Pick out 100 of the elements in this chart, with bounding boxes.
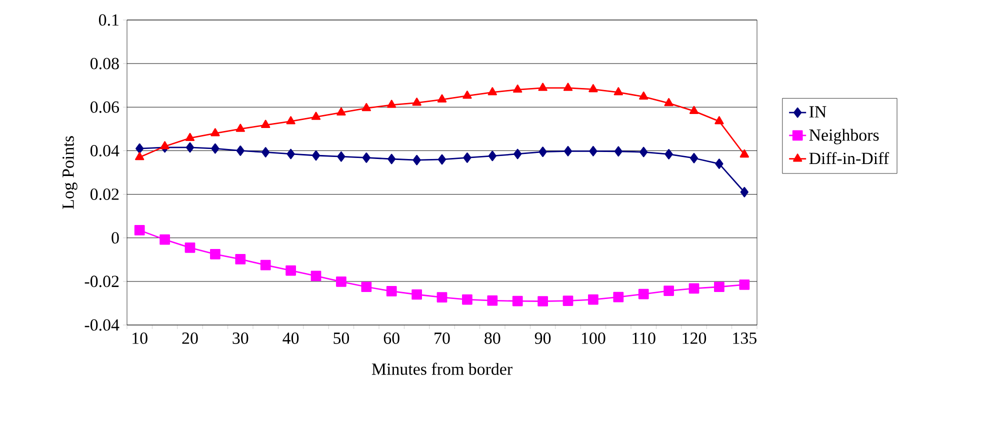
point: [463, 152, 472, 163]
point: [513, 84, 522, 93]
point: [538, 146, 547, 157]
point: [310, 270, 322, 282]
point: [462, 90, 472, 99]
point: [336, 276, 346, 287]
x-tick-label: 110: [632, 332, 656, 344]
point: [563, 82, 573, 91]
point: [588, 84, 598, 92]
point: [664, 149, 673, 160]
point: [412, 154, 421, 166]
point: [236, 124, 245, 132]
point: [715, 158, 724, 169]
x-tick-label: 20: [182, 332, 198, 344]
point: [160, 141, 170, 150]
point: [262, 147, 270, 158]
point: [538, 82, 548, 91]
point: [412, 289, 422, 300]
point: [588, 294, 598, 305]
point: [261, 120, 270, 128]
point: [361, 282, 372, 292]
point: [514, 148, 522, 160]
point: [664, 98, 674, 106]
point: [388, 154, 396, 164]
point: [336, 107, 346, 116]
point: [689, 106, 699, 114]
point: [362, 152, 370, 163]
y-tick-label: 0: [112, 232, 119, 244]
legend-label: IN: [809, 106, 826, 118]
point: [564, 146, 572, 156]
point: [387, 100, 396, 108]
point: [613, 292, 624, 302]
point: [690, 152, 698, 164]
point: [640, 146, 648, 158]
point: [210, 249, 220, 260]
point: [337, 151, 346, 162]
point: [386, 286, 397, 296]
point: [688, 283, 700, 294]
point: [412, 98, 422, 106]
point: [562, 296, 574, 306]
point: [286, 265, 296, 276]
y-tick-label: 0.04: [90, 144, 120, 156]
y-tick-label: 0.02: [90, 188, 119, 200]
point: [614, 87, 623, 96]
point: [286, 148, 295, 160]
point: [135, 152, 144, 160]
point: [438, 154, 446, 165]
x-tick-label: 135: [733, 332, 756, 344]
y-tick-label: 0.06: [90, 101, 119, 113]
x-tick-label: 50: [334, 332, 350, 344]
point: [664, 286, 674, 296]
point: [638, 288, 649, 300]
point: [714, 116, 724, 124]
point: [184, 242, 196, 253]
point: [488, 87, 497, 96]
point: [185, 132, 195, 142]
point: [740, 186, 748, 198]
y-tick-label: -0.02: [84, 276, 119, 288]
point: [362, 103, 371, 112]
y-tick-label: 0.1: [98, 14, 118, 26]
point: [739, 280, 750, 290]
point: [436, 292, 448, 303]
y-tick-label: 0.08: [90, 58, 119, 70]
point: [589, 146, 598, 156]
point: [437, 94, 447, 102]
point: [211, 143, 220, 154]
point: [136, 143, 144, 154]
x-tick-label: 60: [384, 332, 400, 344]
x-tick-label: 30: [232, 332, 248, 344]
point: [462, 294, 472, 305]
point: [538, 296, 548, 306]
point: [312, 150, 320, 161]
point: [260, 260, 271, 270]
y-tick-label: -0.04: [84, 319, 120, 331]
x-tick-label: 40: [282, 332, 299, 344]
point: [512, 296, 523, 306]
x-tick-label: 80: [484, 332, 500, 344]
point: [639, 92, 648, 100]
point: [134, 225, 145, 236]
point: [186, 142, 194, 153]
legend-label: Diff-in-Diff: [809, 152, 890, 164]
point: [235, 254, 246, 264]
point: [488, 150, 496, 162]
point: [487, 295, 498, 306]
x-tick-label: 10: [132, 332, 148, 344]
x-tick-label: 100: [582, 332, 606, 344]
point: [740, 149, 749, 158]
point: [210, 128, 220, 136]
point: [614, 146, 622, 157]
x-tick-label: 90: [534, 332, 551, 344]
legend-label: Neighbors: [809, 128, 879, 144]
x-tick-label: 70: [434, 332, 450, 344]
x-axis-title: Minutes from border: [372, 362, 512, 375]
point: [311, 112, 321, 120]
point: [236, 146, 244, 156]
point: [286, 116, 296, 124]
y-axis-title: Log Points: [62, 136, 78, 209]
point: [160, 234, 170, 245]
point: [714, 282, 724, 292]
x-tick-label: 120: [682, 332, 706, 344]
